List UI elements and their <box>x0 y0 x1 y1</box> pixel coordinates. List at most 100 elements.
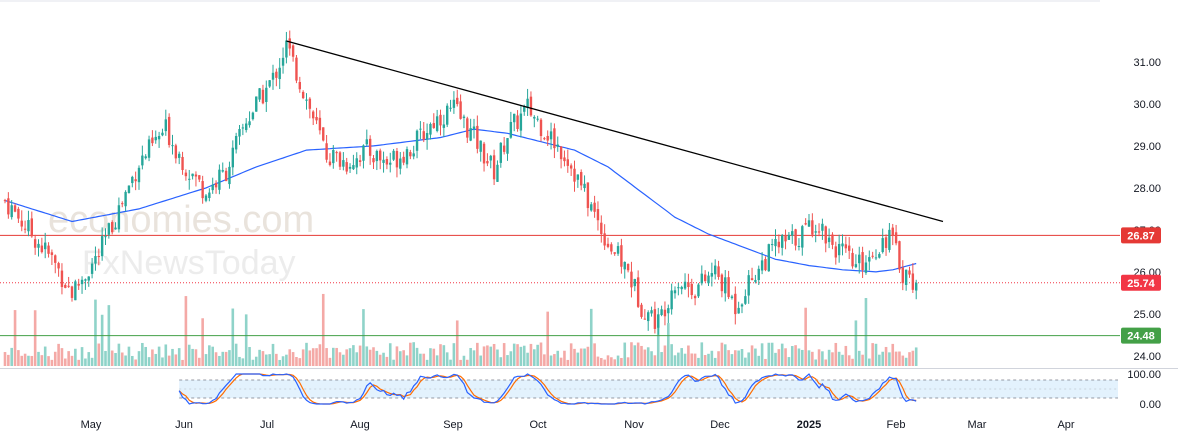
volume-bar-up <box>157 346 161 366</box>
volume-bar-down <box>167 355 171 366</box>
candle-up <box>405 149 409 165</box>
candle-down <box>60 270 64 288</box>
volume-bar-up <box>878 354 881 366</box>
candle-down <box>908 270 911 275</box>
candle-up <box>157 135 161 140</box>
volume-bar-down <box>466 359 469 366</box>
volume-bar-down <box>47 356 50 366</box>
candle-up <box>124 191 127 207</box>
volume-bar-up <box>519 346 523 366</box>
volume-bar-down <box>636 342 640 366</box>
volume-bar-up <box>787 357 791 366</box>
candle-down <box>315 116 318 121</box>
candle-up <box>888 229 891 250</box>
volume-bar-down <box>174 354 178 366</box>
candle-up <box>754 280 757 282</box>
volume-bar-down <box>214 352 218 366</box>
volume-bar-up <box>821 351 824 366</box>
candle-up <box>248 121 251 126</box>
candle-down <box>476 125 479 149</box>
volume-bar-down <box>50 359 54 366</box>
volume-bar-down <box>308 350 312 366</box>
volume-bar-up <box>191 348 194 366</box>
candle-down <box>3 200 7 202</box>
candle-up <box>80 279 84 285</box>
volume-bar-up <box>415 347 419 366</box>
volume-bar-down <box>301 349 305 366</box>
volume-bar-up <box>375 350 379 366</box>
candle-up <box>801 226 804 248</box>
volume-bar-up <box>522 345 526 366</box>
volume-bar-up <box>868 358 871 366</box>
volume-bar-up <box>904 357 908 366</box>
candle-down <box>318 117 322 131</box>
volume-bar-up <box>84 358 87 366</box>
candle-up <box>161 132 164 136</box>
volume-bar-up <box>355 352 359 366</box>
volume-bar-up <box>305 342 308 366</box>
volume-bar-down <box>298 358 302 366</box>
volume-bar-up <box>362 309 365 366</box>
volume-bar-down <box>476 342 479 366</box>
volume-bar-up <box>90 357 94 366</box>
volume-bar-up <box>241 358 245 366</box>
volume-bar-down <box>492 343 496 366</box>
candle-down <box>703 274 707 281</box>
x-tick-label: Feb <box>887 419 906 431</box>
volume-bar-up <box>218 355 221 366</box>
volume-bar-up <box>757 355 761 366</box>
candle-down <box>613 252 616 254</box>
candle-down <box>67 285 70 287</box>
oscillator-band <box>179 380 1118 398</box>
candle-down <box>891 227 894 236</box>
candle-up <box>255 96 258 112</box>
volume-bar-down <box>77 359 80 366</box>
candle-down <box>777 241 781 248</box>
candle-up <box>710 273 714 277</box>
candle-down <box>328 161 332 166</box>
x-tick-label: Oct <box>529 419 546 431</box>
candle-up <box>874 257 878 259</box>
candle-down <box>422 131 425 140</box>
candle-up <box>208 192 211 199</box>
volume-bar-down <box>151 349 154 366</box>
candle-down <box>831 234 834 245</box>
volume-bar-up <box>827 349 831 366</box>
support-tag-bg <box>1121 327 1161 344</box>
volume-bar-up <box>399 351 402 366</box>
candle-up <box>268 80 271 87</box>
volume-bar-down <box>834 342 838 366</box>
volume-bar-down <box>844 345 848 366</box>
candle-up <box>278 67 281 80</box>
candle-up <box>164 119 167 132</box>
volume-bar-up <box>680 348 683 366</box>
volume-bar-down <box>640 345 643 366</box>
candle-up <box>556 144 559 147</box>
stochastic-oscillator: 100.00 0.00 <box>178 369 1161 411</box>
volume-bar-up <box>697 357 700 366</box>
volume-bar-up <box>807 350 811 366</box>
candle-up <box>533 116 536 119</box>
volume-bar-up <box>449 359 452 366</box>
candle-up <box>509 121 513 138</box>
candle-up <box>854 264 858 268</box>
volume-bar-up <box>37 351 40 366</box>
candle-up <box>807 220 811 227</box>
candle-up <box>44 242 47 250</box>
candle-up <box>841 243 844 247</box>
volume-bar-down <box>750 345 754 366</box>
volume-bar-down <box>831 352 834 366</box>
candle-up <box>171 145 174 147</box>
candle-down <box>543 138 546 140</box>
candle-up <box>915 282 918 291</box>
volume-bar-up <box>258 349 261 366</box>
volume-bar-up <box>841 354 844 366</box>
volume-bar-down <box>586 346 590 366</box>
volume-bar-up <box>623 342 627 366</box>
candle-down <box>368 138 372 156</box>
candle-down <box>690 283 693 296</box>
volume-bar-down <box>402 350 405 366</box>
candle-up <box>737 307 740 314</box>
volume-bar-up <box>238 356 241 366</box>
